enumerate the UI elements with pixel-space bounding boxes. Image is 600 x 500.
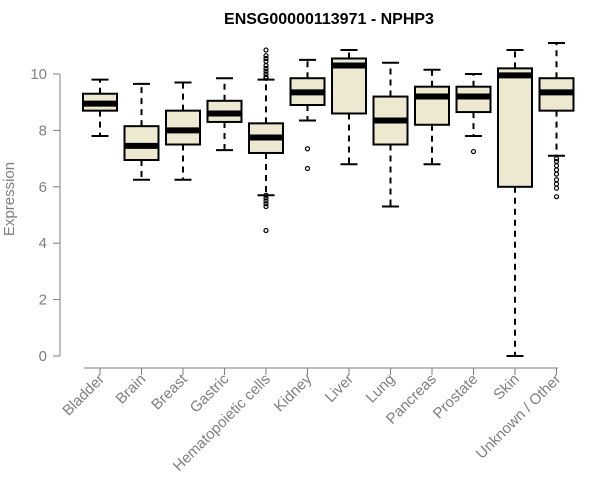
outlier-point xyxy=(263,74,269,80)
x-tick-label: Kidney xyxy=(271,370,316,415)
y-tick-label: 0 xyxy=(39,348,47,365)
x-tick-label: Liver xyxy=(322,371,357,406)
box-6 xyxy=(331,49,367,166)
box-body xyxy=(497,67,533,188)
y-tick-label: 2 xyxy=(39,292,47,309)
outlier-point xyxy=(553,167,560,173)
outlier-point xyxy=(553,163,560,169)
outlier-point xyxy=(304,165,311,172)
box-4 xyxy=(248,47,284,234)
box-2 xyxy=(165,81,201,181)
x-tick-label: Lung xyxy=(363,371,399,407)
outlier-point xyxy=(470,148,477,155)
x-tick-label: Prostate xyxy=(430,371,482,423)
y-tick-label: 4 xyxy=(39,235,47,252)
box-11 xyxy=(538,41,575,200)
outlier-point xyxy=(553,177,560,183)
outlier-point xyxy=(553,181,560,187)
x-tick-label: Breast xyxy=(148,370,191,413)
outlier-point xyxy=(304,146,311,152)
outlier-point xyxy=(263,55,269,62)
x-tick-label: Brain xyxy=(113,371,150,408)
box-7 xyxy=(372,61,409,208)
chart-title: ENSG00000113971 - NPHP3 xyxy=(224,11,434,28)
box-body xyxy=(414,85,450,126)
outlier-point xyxy=(263,47,269,53)
outlier-point xyxy=(553,158,560,165)
outlier-point xyxy=(263,195,269,201)
box-9 xyxy=(455,73,492,155)
y-ticks: 0 2 4 6 8 10 xyxy=(30,66,60,365)
y-tick-label: 8 xyxy=(39,122,47,139)
outlier-point xyxy=(553,185,560,191)
outlier-point xyxy=(263,53,269,59)
y-tick-label: 6 xyxy=(39,179,47,196)
outlier-point xyxy=(263,227,269,234)
outlier-point xyxy=(263,65,269,71)
x-tick-label: Skin xyxy=(490,371,523,404)
outlier-point xyxy=(263,58,269,64)
outlier-point xyxy=(263,192,269,198)
y-tick-label: 10 xyxy=(30,66,47,83)
box-10 xyxy=(497,49,533,357)
box-5 xyxy=(289,58,326,172)
outlier-point xyxy=(263,203,269,210)
box-0 xyxy=(82,78,118,138)
box-1 xyxy=(123,82,160,181)
outlier-point xyxy=(263,201,269,207)
outlier-point xyxy=(263,62,269,69)
outlier-point xyxy=(553,156,560,162)
y-axis-title: Expression xyxy=(1,162,18,236)
box-8 xyxy=(414,68,450,166)
outlier-point xyxy=(553,171,560,177)
outlier-point xyxy=(263,71,269,77)
boxes xyxy=(82,41,575,357)
box-3 xyxy=(206,77,243,152)
outlier-point xyxy=(263,198,269,204)
x-tick-label: Bladder xyxy=(59,371,108,420)
outlier-point xyxy=(263,68,269,74)
outlier-point xyxy=(553,194,560,200)
